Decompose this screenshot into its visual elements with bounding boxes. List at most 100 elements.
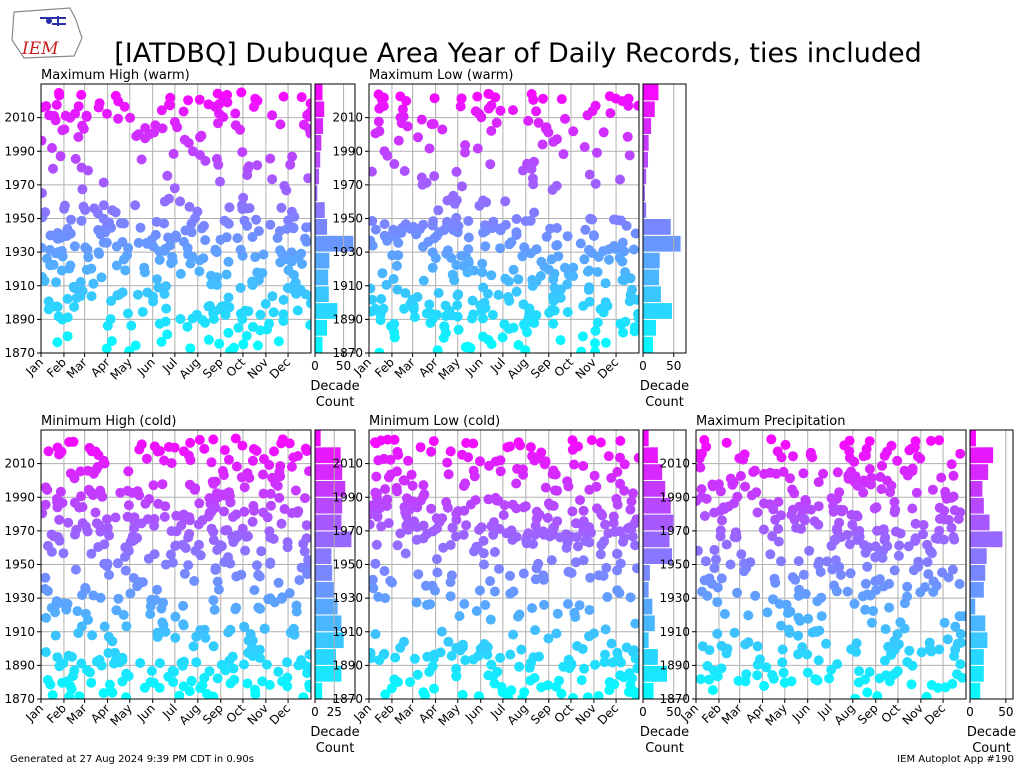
data-point — [892, 666, 903, 677]
data-point — [393, 135, 404, 146]
histogram-bar — [643, 84, 660, 102]
data-point — [831, 586, 842, 597]
histogram-bar — [315, 251, 331, 270]
data-point — [630, 540, 639, 551]
data-point — [806, 504, 816, 515]
data-point — [174, 690, 185, 699]
x-tick-label: Mar — [392, 355, 418, 381]
histogram-bar — [315, 681, 324, 699]
data-point — [902, 591, 913, 602]
y-tick-label: 1870 — [332, 692, 363, 706]
data-point — [123, 500, 134, 511]
hist-x-tick-label: 0 — [639, 359, 647, 373]
data-point — [74, 691, 85, 699]
data-point — [200, 235, 211, 246]
data-point — [615, 435, 626, 446]
data-point — [508, 322, 519, 333]
data-point — [548, 274, 559, 285]
data-point — [54, 449, 65, 460]
data-point — [954, 611, 965, 622]
data-point — [451, 671, 462, 682]
data-point — [883, 641, 894, 652]
data-point — [575, 238, 586, 249]
y-tick-label: 1990 — [4, 144, 35, 158]
data-point — [300, 493, 310, 504]
data-point — [802, 649, 813, 660]
data-point — [623, 100, 634, 111]
y-tick-label: 1910 — [332, 625, 363, 639]
data-point — [203, 334, 214, 345]
data-point — [149, 441, 160, 452]
data-point — [589, 470, 600, 481]
data-point — [457, 689, 468, 699]
data-point — [278, 294, 289, 305]
data-point — [171, 231, 182, 242]
data-point — [210, 476, 221, 487]
data-point — [232, 233, 243, 244]
data-point — [421, 308, 432, 319]
data-point — [513, 437, 524, 448]
data-point — [290, 485, 301, 496]
data-point — [144, 494, 155, 504]
data-point — [446, 650, 457, 661]
x-tick-label: Oct — [223, 355, 248, 380]
data-point — [380, 484, 391, 495]
data-point — [75, 277, 86, 287]
data-point — [629, 322, 639, 333]
histogram-bar — [315, 167, 321, 186]
data-point — [237, 440, 248, 451]
data-point — [861, 443, 872, 454]
histogram-bar — [315, 84, 324, 102]
data-point — [91, 464, 102, 475]
data-point — [159, 511, 170, 522]
data-point — [478, 535, 489, 546]
histogram-bar — [315, 580, 335, 599]
data-point — [196, 130, 207, 141]
data-point — [164, 193, 174, 204]
data-point — [236, 569, 247, 580]
data-point — [77, 184, 88, 195]
data-point — [487, 309, 498, 320]
data-point — [621, 220, 632, 231]
data-point — [379, 566, 390, 576]
data-point — [145, 677, 156, 688]
data-point — [541, 231, 552, 242]
data-point — [628, 244, 639, 255]
data-point — [51, 277, 61, 288]
data-point — [98, 455, 109, 466]
data-point — [563, 481, 574, 492]
data-point — [602, 592, 613, 602]
data-point — [765, 549, 776, 560]
data-point — [767, 531, 778, 542]
data-point — [255, 309, 266, 320]
data-point — [533, 117, 544, 128]
data-point — [942, 634, 953, 645]
data-point — [369, 294, 378, 305]
data-point — [288, 270, 299, 280]
data-point — [63, 517, 74, 528]
data-point — [288, 623, 299, 634]
data-point — [813, 655, 824, 666]
data-point — [237, 147, 248, 158]
data-point — [111, 260, 122, 271]
data-point — [42, 253, 52, 264]
panel-maximum-low: Maximum Low (warm) 1870 1890 1910 1930 1950 19… — [332, 68, 689, 410]
data-point — [395, 528, 406, 539]
data-point — [304, 679, 311, 690]
data-point — [793, 630, 804, 641]
data-point — [99, 621, 110, 632]
data-point — [259, 623, 270, 634]
data-point — [485, 576, 496, 587]
data-point — [152, 274, 162, 285]
data-point — [408, 304, 419, 315]
data-point — [126, 320, 137, 331]
histogram-bar — [643, 614, 656, 633]
data-point — [716, 573, 727, 584]
data-point — [460, 342, 471, 353]
data-point — [291, 606, 302, 617]
data-point — [51, 99, 62, 110]
y-tick-label: 1870 — [659, 692, 690, 706]
data-point — [286, 256, 297, 267]
data-point — [832, 659, 843, 670]
data-point — [952, 669, 962, 680]
